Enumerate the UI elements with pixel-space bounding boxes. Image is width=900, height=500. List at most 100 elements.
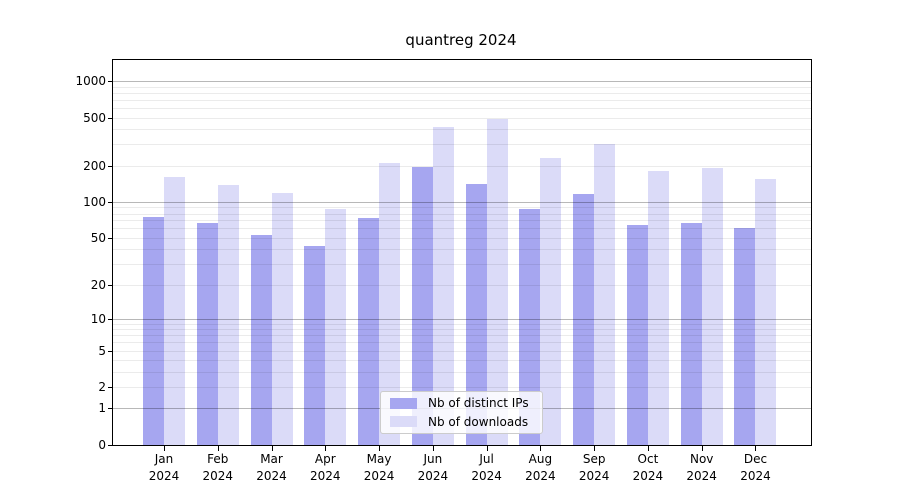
x-tick-mark — [594, 446, 596, 451]
gridline-minor — [113, 220, 811, 222]
x-tick-mark — [325, 446, 327, 451]
y-tick-label: 500 — [83, 110, 106, 125]
legend-label-downloads: Nb of downloads — [428, 414, 529, 429]
y-tick-label: 50 — [90, 230, 106, 245]
gridline-minor — [113, 165, 811, 167]
gridline-minor — [113, 144, 811, 146]
bar-nb-of-distinct-ips-sep — [573, 194, 595, 445]
bar-nb-of-distinct-ips-mar — [250, 234, 272, 445]
x-tick-label-sep: Sep 2024 — [578, 452, 610, 483]
x-tick-label-jan: Jan 2024 — [148, 452, 180, 483]
gridline-minor — [113, 335, 811, 337]
x-tick-mark — [432, 446, 434, 451]
y-tick-mark — [108, 408, 113, 410]
plot-area — [112, 59, 812, 446]
gridline-minor — [113, 117, 811, 119]
y-tick-label: 200 — [83, 158, 106, 173]
legend-swatch-downloads — [390, 416, 417, 428]
legend-swatch-distinct-ips — [390, 397, 417, 409]
y-tick-label: 10 — [90, 311, 106, 326]
x-tick-label-apr: Apr 2024 — [310, 452, 341, 483]
x-tick-mark — [486, 446, 488, 451]
bar-nb-of-downloads-mar — [271, 193, 293, 445]
bar-nb-of-downloads-dec — [755, 179, 777, 445]
gridline-major — [113, 81, 811, 83]
bar-nb-of-distinct-ips-dec — [734, 228, 756, 445]
bar-nb-of-downloads-jan — [164, 176, 185, 445]
gridline-minor — [113, 350, 811, 352]
x-tick-label-aug: Aug 2024 — [525, 452, 556, 483]
gridline-minor — [113, 329, 811, 331]
bar-nb-of-downloads-jun — [432, 126, 454, 445]
x-tick-mark — [701, 446, 703, 451]
x-tick-label-mar: Mar 2024 — [256, 452, 287, 483]
bar-nb-of-distinct-ips-jul — [465, 183, 487, 445]
gridline-major — [113, 318, 811, 320]
bar-nb-of-distinct-ips-may — [358, 217, 380, 445]
gridline-minor — [113, 207, 811, 209]
x-tick-mark — [164, 446, 165, 451]
bar-nb-of-downloads-aug — [540, 157, 562, 445]
y-tick-mark — [108, 117, 113, 119]
y-tick-label: 2 — [98, 380, 106, 395]
y-tick-mark — [108, 387, 113, 389]
y-tick-mark — [108, 350, 113, 352]
y-tick-label: 100 — [83, 194, 106, 209]
gridline-minor — [113, 323, 811, 325]
x-tick-mark — [217, 446, 219, 451]
x-tick-label-oct: Oct 2024 — [632, 452, 664, 483]
x-tick-label-may: May 2024 — [363, 452, 395, 483]
bar-nb-of-downloads-oct — [647, 170, 669, 445]
x-tick-label-dec: Dec 2024 — [740, 452, 771, 483]
gridline-minor — [113, 228, 811, 230]
chart-title: quantreg 2024 — [405, 31, 517, 49]
x-tick-mark — [379, 446, 381, 451]
y-tick-mark — [108, 201, 113, 203]
x-tick-mark — [647, 446, 649, 451]
legend-item-distinct-ips: Nb of distinct IPs — [381, 394, 542, 413]
bar-nb-of-distinct-ips-oct — [626, 225, 648, 445]
legend-label-distinct-ips: Nb of distinct IPs — [428, 396, 529, 411]
y-tick-label: 0 — [98, 438, 106, 452]
y-tick-mark — [108, 445, 113, 446]
x-tick-label-feb: Feb 2024 — [202, 452, 234, 483]
bar-nb-of-distinct-ips-jan — [143, 216, 164, 445]
gridline-minor — [113, 284, 811, 286]
gridline-minor — [113, 107, 811, 109]
gridline-minor — [113, 92, 811, 94]
y-tick-label: 1 — [98, 401, 106, 416]
gridline-minor — [113, 237, 811, 239]
y-tick-mark — [108, 81, 113, 83]
y-tick-mark — [108, 284, 113, 286]
gridline-minor — [113, 371, 811, 373]
gridline-minor — [113, 99, 811, 101]
bar-nb-of-downloads-feb — [217, 185, 239, 445]
legend: Nb of distinct IPs Nb of downloads — [380, 391, 543, 434]
x-tick-mark — [271, 446, 273, 451]
y-tick-mark — [108, 165, 113, 167]
bar-nb-of-downloads-sep — [594, 143, 616, 445]
gridline-minor — [113, 342, 811, 344]
legend-item-downloads: Nb of downloads — [381, 413, 542, 432]
bar-nb-of-downloads-apr — [325, 208, 347, 445]
x-tick-label-jun: Jun 2024 — [417, 452, 449, 483]
x-tick-mark — [540, 446, 542, 451]
gridline-major — [113, 201, 811, 203]
bar-nb-of-downloads-nov — [701, 167, 723, 445]
gridline-minor — [113, 86, 811, 88]
bar-nb-of-distinct-ips-nov — [680, 222, 702, 445]
gridline-minor — [113, 213, 811, 215]
bar-nb-of-distinct-ips-apr — [304, 245, 326, 445]
gridline-minor — [113, 129, 811, 131]
x-tick-mark — [755, 446, 757, 451]
gridline-minor — [113, 249, 811, 251]
gridline-minor — [113, 387, 811, 389]
x-tick-label-jul: Jul 2024 — [471, 452, 502, 483]
bar-nb-of-distinct-ips-feb — [196, 223, 218, 445]
bar-nb-of-distinct-ips-aug — [519, 208, 541, 445]
bar-nb-of-downloads-jul — [486, 119, 508, 445]
x-tick-label-nov: Nov 2024 — [686, 452, 717, 483]
y-tick-label: 5 — [98, 343, 106, 358]
y-tick-mark — [108, 318, 113, 320]
